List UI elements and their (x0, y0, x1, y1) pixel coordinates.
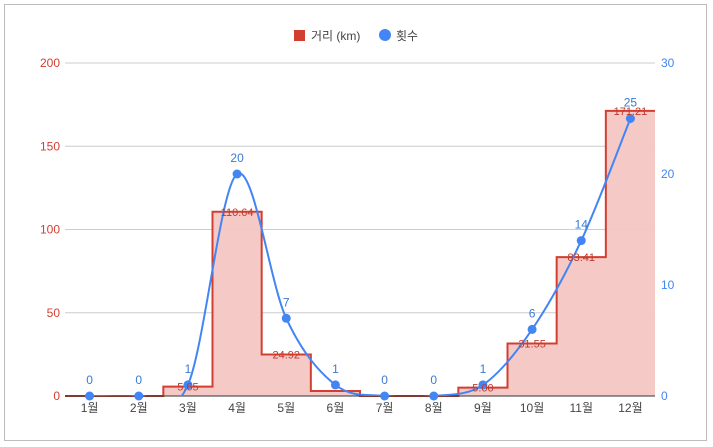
count-data-label: 0 (430, 373, 437, 387)
y-right-tick-label: 10 (661, 278, 675, 292)
count-point (183, 380, 193, 390)
x-tick-label: 10월 (520, 401, 544, 415)
x-tick-label: 2월 (130, 401, 148, 415)
x-tick-label: 5월 (277, 401, 295, 415)
count-point (134, 391, 144, 401)
y-left-tick-label: 150 (40, 139, 60, 153)
count-series (85, 114, 635, 401)
x-tick-label: 3월 (179, 401, 197, 415)
chart-container: 거리 (km) 횟수 0 50 100 150 200 0 10 20 30 1월 2월 3월 4월… (4, 4, 707, 441)
x-axis: 1월 2월 3월 4월 5월 6월 7월 8월 9월 10월 11월 12월 (65, 395, 655, 415)
distance-data-label: 5.65 (177, 382, 198, 394)
y-left-tick-label: 0 (53, 389, 60, 403)
count-data-label: 0 (135, 373, 142, 387)
y-left-tick-label: 100 (40, 223, 60, 237)
y-right-tick-label: 0 (661, 389, 668, 403)
count-data-label: 1 (480, 362, 487, 376)
count-point (625, 114, 635, 123)
distance-data-label: 31.55 (518, 338, 546, 350)
distance-data-label: 24.92 (272, 350, 300, 362)
distance-data-label: 171.21 (614, 106, 648, 118)
distance-data-label: 110.64 (221, 207, 254, 219)
legend[interactable]: 거리 (km) 횟수 (294, 29, 418, 43)
count-point (281, 313, 291, 323)
legend-label-count[interactable]: 횟수 (396, 29, 418, 43)
legend-label-distance[interactable]: 거리 (km) (311, 29, 360, 43)
y-right-tick-label: 30 (661, 56, 675, 70)
y-right-tick-label: 20 (661, 167, 675, 181)
count-point (380, 391, 390, 401)
x-tick-label: 11월 (570, 401, 594, 415)
y-left-tick-label: 200 (40, 56, 60, 70)
count-data-label: 20 (230, 151, 244, 165)
count-point (232, 169, 242, 179)
data-labels: 0 0 1 20 7 1 0 0 1 6 14 25 5.65 110.64 24.92 5.00 31.55 8… (86, 96, 647, 395)
count-data-label: 25 (624, 96, 638, 110)
distance-data-label: 5.00 (472, 383, 493, 395)
x-tick-label: 4월 (228, 401, 246, 415)
y-axis-left: 0 50 100 150 200 (40, 56, 60, 403)
count-point (478, 380, 488, 390)
x-tick-label: 8월 (425, 401, 443, 415)
count-data-label: 14 (575, 218, 589, 232)
count-point (429, 391, 439, 401)
count-point (527, 324, 537, 334)
distance-data-label: 83.41 (567, 252, 595, 264)
y-axis-right: 0 10 20 30 (661, 56, 675, 403)
x-tick-label: 1월 (81, 401, 99, 415)
count-point (330, 380, 340, 390)
count-data-label: 1 (185, 362, 192, 376)
count-data-label: 0 (381, 373, 388, 387)
legend-swatch-distance[interactable] (294, 30, 305, 41)
count-data-label: 1 (332, 362, 339, 376)
y-left-tick-label: 50 (47, 306, 61, 320)
count-data-label: 6 (529, 306, 536, 320)
count-point (85, 391, 95, 401)
x-tick-label: 6월 (327, 401, 345, 415)
legend-swatch-count[interactable] (379, 29, 391, 41)
x-tick-label: 12월 (618, 401, 642, 415)
count-data-label: 7 (283, 295, 290, 309)
count-point (576, 236, 586, 246)
x-tick-label: 7월 (376, 401, 394, 415)
count-data-label: 0 (86, 373, 93, 387)
x-tick-label: 9월 (474, 401, 492, 415)
